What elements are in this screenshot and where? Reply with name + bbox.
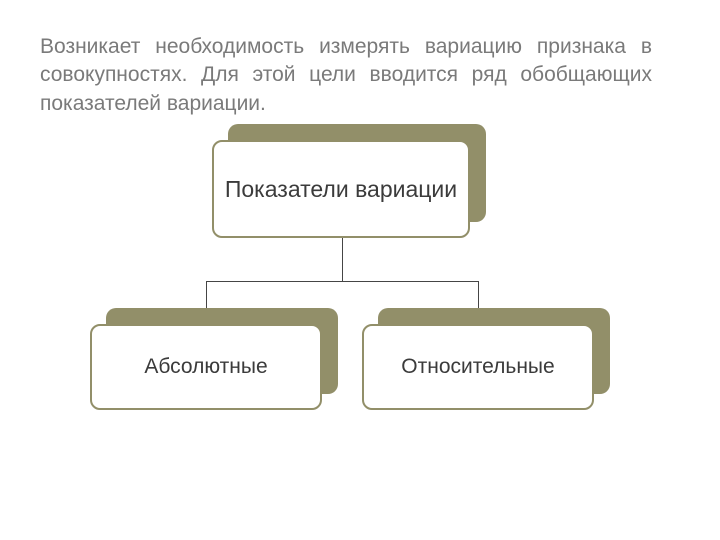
node-child-1-label: Относительные <box>401 355 554 379</box>
slide: Возникает необходимость измерять вариаци… <box>0 0 720 540</box>
node-root-front: Показатели вариации <box>212 140 470 238</box>
connector-horizontal <box>206 281 478 282</box>
node-root-label: Показатели вариации <box>225 176 457 203</box>
node-child-1-front: Относительные <box>362 324 594 410</box>
node-child-0: Абсолютные <box>90 324 322 410</box>
node-child-0-front: Абсолютные <box>90 324 322 410</box>
node-root: Показатели вариации <box>212 140 470 238</box>
intro-paragraph: Возникает необходимость измерять вариаци… <box>40 33 652 118</box>
node-child-1: Относительные <box>362 324 594 410</box>
node-child-0-label: Абсолютные <box>144 355 267 379</box>
connector-root-down <box>342 238 343 281</box>
